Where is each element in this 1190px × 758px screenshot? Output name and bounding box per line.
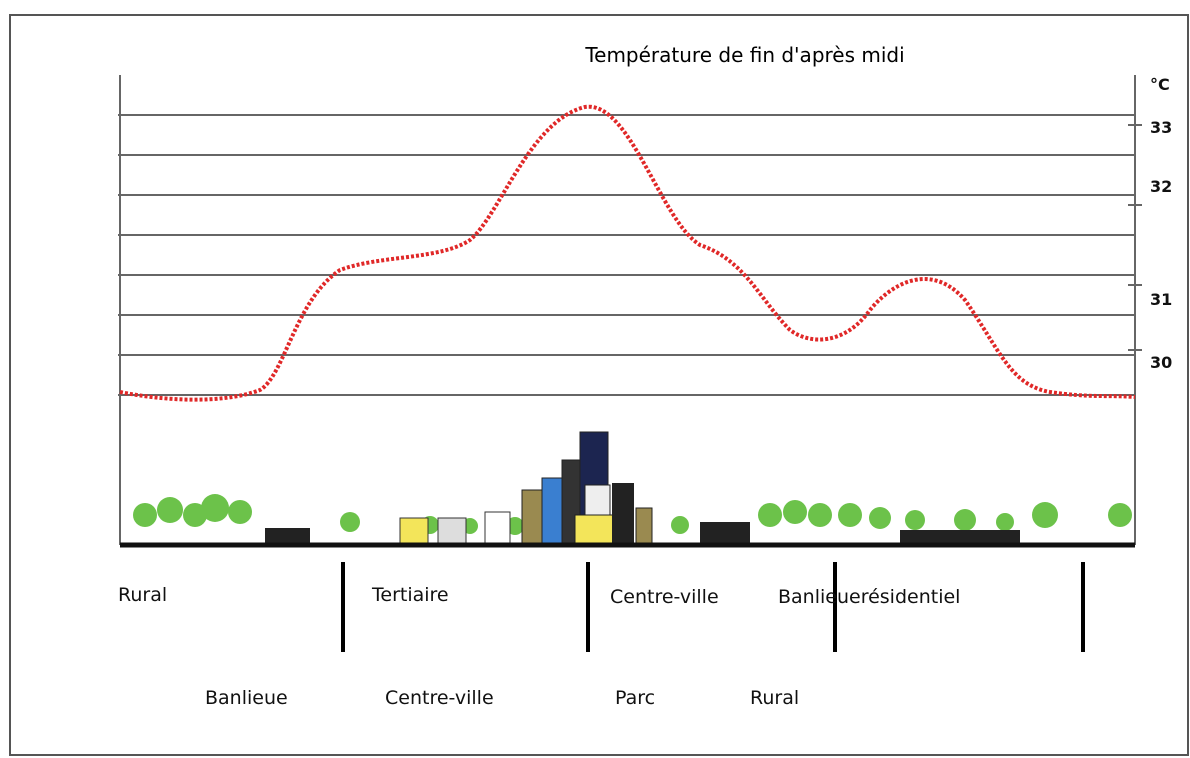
- landscape: [120, 431, 1135, 548]
- zone-label: Banlieuerésidentiel: [778, 586, 960, 608]
- zone-label: Banlieue: [205, 687, 288, 709]
- zone-label: Tertiaire: [371, 584, 449, 606]
- zone-label: Centre-ville: [610, 586, 719, 608]
- zone-label: Parc: [615, 687, 655, 709]
- axis-label: 31: [1150, 290, 1172, 309]
- frame: [9, 14, 1189, 756]
- grid: [118, 75, 1142, 545]
- zone-label: Rural: [118, 584, 167, 606]
- zone-label: Rural: [750, 687, 799, 709]
- axis-label: 30: [1150, 353, 1172, 372]
- temperature-curve: [119, 104, 1136, 402]
- axis-label: 33: [1150, 118, 1172, 137]
- axis-label: 32: [1150, 177, 1172, 196]
- separators: [341, 562, 1085, 652]
- title: Température de fin d'après midi: [584, 43, 904, 67]
- zone-label: Centre-ville: [385, 687, 494, 709]
- axis-unit: °C: [1150, 75, 1170, 94]
